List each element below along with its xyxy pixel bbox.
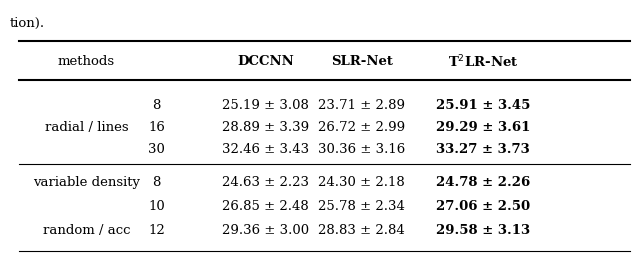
Text: 25.78 ± 2.34: 25.78 ± 2.34: [318, 200, 405, 213]
Text: 32.46 ± 3.43: 32.46 ± 3.43: [222, 143, 309, 156]
Text: 12: 12: [148, 224, 165, 237]
Text: 33.27 ± 3.73: 33.27 ± 3.73: [436, 143, 530, 156]
Text: 29.29 ± 3.61: 29.29 ± 3.61: [436, 121, 531, 134]
Text: radial / lines: radial / lines: [45, 121, 128, 134]
Text: 30: 30: [148, 143, 165, 156]
Text: 26.85 ± 2.48: 26.85 ± 2.48: [222, 200, 309, 213]
Text: methods: methods: [58, 55, 115, 68]
Text: 8: 8: [152, 176, 161, 189]
Text: 8: 8: [152, 99, 161, 112]
Text: 28.83 ± 2.84: 28.83 ± 2.84: [318, 224, 405, 237]
Text: 29.36 ± 3.00: 29.36 ± 3.00: [222, 224, 309, 237]
Text: 27.06 ± 2.50: 27.06 ± 2.50: [436, 200, 531, 213]
Text: random / acc: random / acc: [43, 224, 130, 237]
Text: 24.78 ± 2.26: 24.78 ± 2.26: [436, 176, 531, 189]
Text: SLR-Net: SLR-Net: [331, 55, 392, 68]
Text: variable density: variable density: [33, 176, 140, 189]
Text: 25.19 ± 3.08: 25.19 ± 3.08: [222, 99, 309, 112]
Text: DCCNN: DCCNN: [237, 55, 294, 68]
Text: 24.30 ± 2.18: 24.30 ± 2.18: [318, 176, 405, 189]
Text: 16: 16: [148, 121, 165, 134]
Text: T$^2$LR-Net: T$^2$LR-Net: [448, 53, 518, 70]
Text: 24.63 ± 2.23: 24.63 ± 2.23: [222, 176, 309, 189]
Text: 10: 10: [148, 200, 165, 213]
Text: 28.89 ± 3.39: 28.89 ± 3.39: [222, 121, 309, 134]
Text: 26.72 ± 2.99: 26.72 ± 2.99: [318, 121, 405, 134]
Text: 25.91 ± 3.45: 25.91 ± 3.45: [436, 99, 531, 112]
Text: tion).: tion).: [10, 17, 45, 30]
Text: 29.58 ± 3.13: 29.58 ± 3.13: [436, 224, 531, 237]
Text: 30.36 ± 3.16: 30.36 ± 3.16: [318, 143, 405, 156]
Text: 23.71 ± 2.89: 23.71 ± 2.89: [318, 99, 405, 112]
